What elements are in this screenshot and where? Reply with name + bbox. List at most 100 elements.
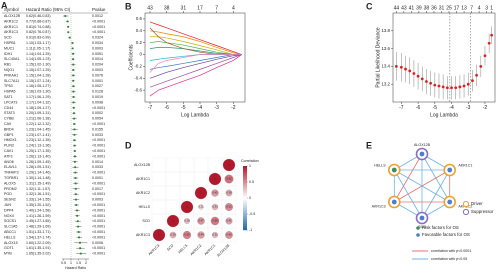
symbol: JUN bbox=[4, 203, 11, 207]
colorbar-step bbox=[243, 218, 247, 221]
colorbar-title: Correlation bbox=[241, 159, 259, 163]
p-value: 0.0002 bbox=[92, 111, 103, 115]
correlation-value: 0.52 bbox=[226, 205, 232, 209]
colorbar-step bbox=[243, 176, 247, 179]
symbol: LPCAT3 bbox=[4, 100, 17, 104]
hazard-ratio-ci: 1.23(1.04-1.45) bbox=[26, 127, 51, 131]
y-tick-label: 13.6 bbox=[381, 46, 390, 51]
hazard-ratio-point bbox=[64, 15, 67, 17]
node-core bbox=[391, 167, 397, 173]
symbol: SLC40A1 bbox=[4, 57, 19, 61]
row-label: AKR1C3 bbox=[136, 233, 150, 237]
correlation-dot bbox=[197, 217, 205, 225]
hazard-ratio-point bbox=[71, 47, 74, 50]
p-value: <0.0001 bbox=[92, 154, 105, 158]
correlation-dot bbox=[180, 200, 194, 214]
symbol: SCD bbox=[4, 36, 12, 40]
row-label: SCD bbox=[142, 219, 150, 223]
y-tick-label: -0.2 bbox=[134, 64, 142, 69]
deviance-point bbox=[425, 80, 428, 83]
deviance-point bbox=[416, 74, 420, 78]
colorbar-step bbox=[243, 226, 247, 229]
hazard-ratio-point bbox=[72, 85, 75, 88]
symbol: SLC7A11 bbox=[4, 79, 19, 83]
hazard-ratio-point bbox=[73, 144, 76, 147]
p-value: <0.0001 bbox=[92, 208, 105, 212]
x-axis-label: Log Lambda bbox=[430, 112, 458, 118]
legend-ring bbox=[462, 208, 470, 216]
correlation-value: 0.41 bbox=[226, 219, 232, 223]
hazard-ratio-point bbox=[72, 74, 75, 77]
hazard-ratio-ci: 1.32(1.11-1.57) bbox=[26, 187, 50, 191]
hazard-ratio-point bbox=[76, 220, 79, 223]
correlation-dot bbox=[225, 189, 233, 197]
coefficient-path bbox=[149, 54, 242, 79]
hazard-ratio-point bbox=[77, 225, 80, 228]
legend-label: Driver bbox=[471, 201, 483, 206]
legend-label: Suppressor bbox=[471, 209, 494, 214]
p-value: 0.0019 bbox=[92, 95, 103, 99]
colorbar-step bbox=[243, 212, 247, 215]
hazard-ratio-point bbox=[74, 155, 76, 158]
correlation-dot bbox=[169, 231, 177, 239]
hazard-ratio-point bbox=[72, 52, 74, 55]
symbol: PGD bbox=[4, 192, 12, 196]
symbol: HSPA5 bbox=[4, 90, 16, 94]
coefficient-path bbox=[149, 54, 242, 97]
symbol: PROM2 bbox=[4, 187, 17, 191]
node-core bbox=[447, 199, 453, 205]
row-label: ALOX12B bbox=[134, 163, 151, 167]
deviance-point bbox=[437, 84, 441, 88]
hazard-ratio-ci: 1.16(1.05-1.27) bbox=[26, 84, 51, 88]
coefficient-path bbox=[150, 36, 242, 55]
hazard-ratio-ci: 1.23(1.12-1.35) bbox=[26, 138, 51, 142]
colorbar-step bbox=[243, 192, 247, 195]
correlation-value: 0.55 bbox=[184, 233, 190, 237]
symbol: SOCS1 bbox=[4, 219, 16, 223]
node-label: AKR1C1 bbox=[458, 163, 472, 167]
correlation-dot bbox=[224, 174, 234, 184]
symbol: AKR1C2 bbox=[4, 19, 18, 23]
p-value: 0.0204 bbox=[92, 63, 103, 67]
y-axis-label: Coefficients bbox=[128, 44, 134, 71]
hazard-ratio-point bbox=[75, 204, 78, 206]
symbol: TGFBR1 bbox=[4, 176, 18, 180]
correlation-dot bbox=[184, 218, 190, 224]
correlation-value: 1 bbox=[172, 219, 174, 223]
hazard-ratio-point bbox=[73, 112, 75, 115]
node-core bbox=[447, 167, 453, 173]
hazard-ratio-point bbox=[73, 123, 76, 125]
correlation-value: 0.31 bbox=[212, 233, 218, 237]
symbol: SESN2 bbox=[4, 198, 16, 202]
p-value: <0.0001 bbox=[92, 122, 105, 126]
colorbar-step bbox=[243, 168, 247, 171]
x-tick-label: -5 bbox=[433, 105, 438, 111]
correlation-dot bbox=[198, 204, 204, 210]
hazard-ratio-point bbox=[72, 58, 74, 61]
hazard-ratio-ci: 1.14(1.05-1.23) bbox=[26, 57, 51, 61]
colorbar-step bbox=[243, 224, 247, 227]
symbol: CAV1 bbox=[4, 149, 13, 153]
symbol: AKR1C1 bbox=[4, 25, 18, 29]
x-tick-label: 1.5 bbox=[76, 261, 81, 265]
hazard-ratio-ci: 0.77(0.68-0.87) bbox=[26, 19, 51, 23]
hazard-ratio-ci: 0.82(0.76-0.87) bbox=[26, 30, 51, 34]
correlation-value: 0.58 bbox=[212, 219, 218, 223]
correlation-value: 1 bbox=[186, 205, 188, 209]
correlation-value: 0.47 bbox=[198, 219, 204, 223]
deviance-point bbox=[429, 81, 433, 85]
deviance-point bbox=[483, 54, 487, 58]
column-header: Hazard Ratio (95% CI) bbox=[26, 7, 71, 12]
hazard-ratio-ci: 1.15(1.02-1.30) bbox=[26, 63, 51, 67]
node-label: AKR1C3 bbox=[372, 204, 386, 208]
correlation-dot bbox=[212, 232, 218, 238]
symbol: AKR1C3 bbox=[4, 30, 18, 34]
colorbar-step bbox=[243, 216, 247, 219]
hazard-ratio-point bbox=[72, 69, 75, 71]
hazard-ratio-ci: 1.45(1.27-1.65) bbox=[26, 219, 51, 223]
legend-label: correlation with p<0.0001 bbox=[431, 249, 471, 253]
symbol: PRKAA1 bbox=[4, 73, 18, 77]
x-axis-label: Log Lambda bbox=[181, 112, 209, 118]
symbol: MUC1 bbox=[4, 46, 14, 50]
correlation-dot bbox=[225, 203, 233, 211]
